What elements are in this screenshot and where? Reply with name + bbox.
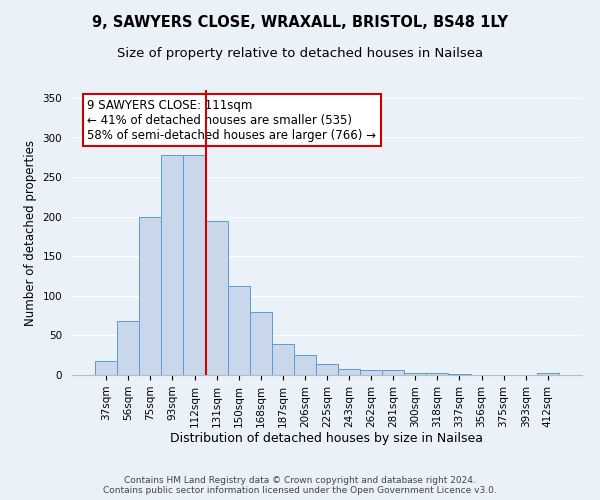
Text: Contains HM Land Registry data © Crown copyright and database right 2024.
Contai: Contains HM Land Registry data © Crown c…: [103, 476, 497, 495]
Text: 9, SAWYERS CLOSE, WRAXALL, BRISTOL, BS48 1LY: 9, SAWYERS CLOSE, WRAXALL, BRISTOL, BS48…: [92, 15, 508, 30]
Bar: [184, 155, 206, 375]
Bar: [537, 372, 559, 375]
Bar: [206, 220, 227, 375]
Text: 9 SAWYERS CLOSE: 111sqm
← 41% of detached houses are smaller (535)
58% of semi-d: 9 SAWYERS CLOSE: 111sqm ← 41% of detache…: [88, 98, 376, 142]
Bar: [117, 321, 139, 375]
Bar: [161, 155, 184, 375]
Y-axis label: Number of detached properties: Number of detached properties: [24, 140, 37, 326]
Bar: [250, 312, 272, 375]
Bar: [316, 364, 338, 375]
Text: Size of property relative to detached houses in Nailsea: Size of property relative to detached ho…: [117, 48, 483, 60]
Bar: [338, 368, 360, 375]
Bar: [448, 374, 470, 375]
Bar: [139, 216, 161, 375]
X-axis label: Distribution of detached houses by size in Nailsea: Distribution of detached houses by size …: [170, 432, 484, 446]
Bar: [294, 355, 316, 375]
Bar: [272, 344, 294, 375]
Bar: [95, 361, 117, 375]
Bar: [382, 370, 404, 375]
Bar: [427, 374, 448, 375]
Bar: [404, 372, 427, 375]
Bar: [360, 370, 382, 375]
Bar: [227, 286, 250, 375]
